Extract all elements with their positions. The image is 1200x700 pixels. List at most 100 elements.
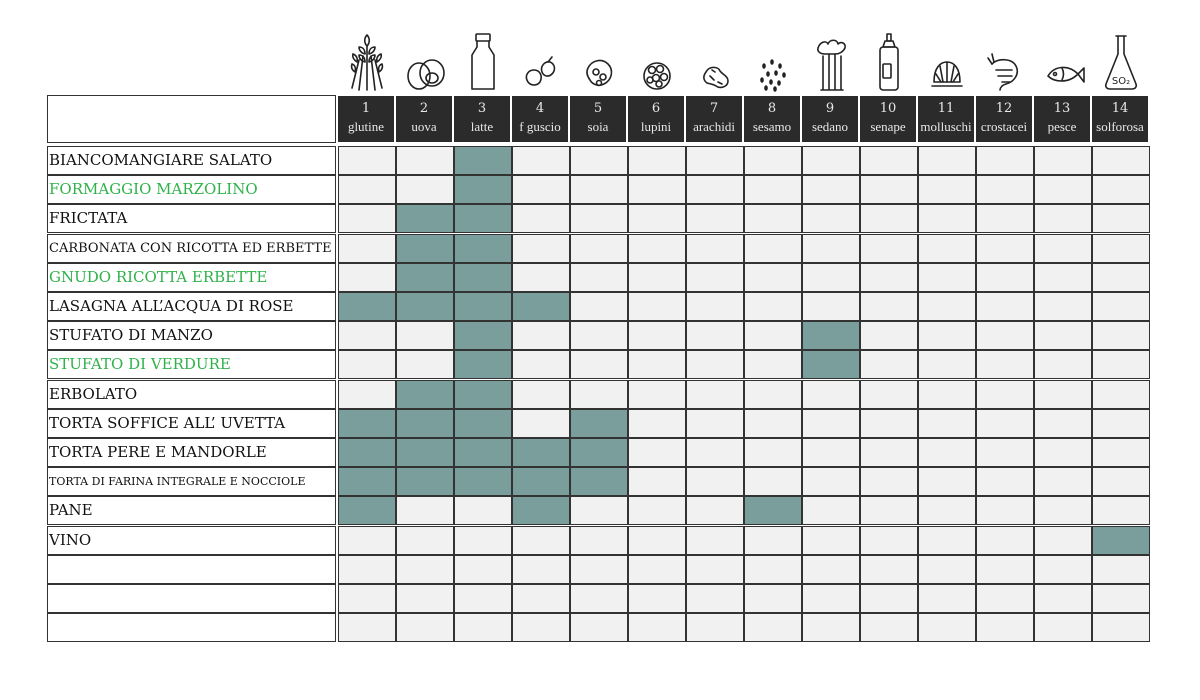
nuts-icon <box>513 18 569 92</box>
allergen-header-4: 4 f guscio <box>512 96 570 142</box>
allergen-empty-cell <box>802 496 860 526</box>
allergen-header-7: 7 arachidi <box>686 96 744 142</box>
dish-name: STUFATO DI MANZO <box>47 321 336 351</box>
allergen-empty-cell <box>860 584 918 613</box>
dish-name: VINO <box>47 525 336 555</box>
allergen-empty-cell <box>744 204 802 234</box>
allergen-empty-cell <box>512 321 570 351</box>
allergen-empty-cell <box>976 233 1034 263</box>
allergen-empty-cell <box>686 613 744 643</box>
allergen-empty-cell <box>976 408 1034 438</box>
dish-name: CARBONATA CON RICOTTA ED ERBETTE <box>47 233 336 263</box>
allergen-empty-cell <box>1034 233 1092 263</box>
allergen-empty-cell <box>1092 379 1150 409</box>
dish-name: FORMAGGIO MARZOLINO <box>47 175 336 205</box>
allergen-empty-cell <box>686 467 744 497</box>
allergen-empty-cell <box>628 379 686 409</box>
allergen-empty-cell <box>686 292 744 321</box>
shrimp-icon <box>977 18 1033 92</box>
allergen-empty-cell <box>918 204 976 234</box>
allergen-empty-cell <box>976 146 1034 175</box>
allergen-empty-cell <box>628 262 686 292</box>
allergen-empty-cell <box>802 438 860 467</box>
allergen-empty-cell <box>1034 204 1092 234</box>
allergen-header-13: 13 pesce <box>1034 96 1092 142</box>
allergen-empty-cell <box>976 438 1034 467</box>
allergen-empty-cell <box>570 379 628 409</box>
allergen-empty-cell <box>976 204 1034 234</box>
allergen-empty-cell <box>1034 584 1092 613</box>
allergen-empty-cell <box>454 554 512 584</box>
allergen-present-cell <box>454 233 512 263</box>
allergen-empty-cell <box>512 233 570 263</box>
allergen-empty-cell <box>744 175 802 205</box>
allergen-empty-cell <box>802 613 860 643</box>
allergen-empty-cell <box>1034 175 1092 205</box>
allergen-empty-cell <box>512 350 570 380</box>
allergen-empty-cell <box>1034 146 1092 175</box>
allergen-empty-cell <box>512 408 570 438</box>
allergen-empty-cell <box>976 350 1034 380</box>
allergen-empty-cell <box>802 262 860 292</box>
allergen-present-cell <box>512 496 570 526</box>
allergen-empty-cell <box>744 379 802 409</box>
allergen-number: 10 <box>879 101 897 116</box>
soy-icon <box>571 18 627 92</box>
allergen-header-8: 8 sesamo <box>744 96 802 142</box>
allergen-empty-cell <box>512 175 570 205</box>
allergen-present-cell <box>744 496 802 526</box>
shell-icon <box>919 18 975 92</box>
allergen-empty-cell <box>628 233 686 263</box>
allergen-empty-cell <box>628 613 686 643</box>
allergen-empty-cell <box>860 262 918 292</box>
lupin-icon <box>629 18 685 92</box>
allergen-present-cell <box>338 408 396 438</box>
allergen-present-cell <box>454 321 512 351</box>
allergen-empty-cell <box>570 554 628 584</box>
allergen-empty-cell <box>802 146 860 175</box>
allergen-name: solforosa <box>1096 120 1144 134</box>
allergen-empty-cell <box>918 146 976 175</box>
allergen-empty-cell <box>1092 262 1150 292</box>
header-blank-cell <box>47 95 336 143</box>
allergen-empty-cell <box>686 408 744 438</box>
allergen-name: lupini <box>640 120 672 134</box>
peanut-icon <box>687 18 743 92</box>
allergen-empty-cell <box>1092 584 1150 613</box>
allergen-name: uova <box>411 120 437 134</box>
allergen-empty-cell <box>512 613 570 643</box>
allergen-empty-cell <box>1092 496 1150 526</box>
allergen-empty-cell <box>976 496 1034 526</box>
allergen-number: 14 <box>1111 101 1129 116</box>
allergen-present-cell <box>338 496 396 526</box>
allergen-number: 7 <box>709 101 719 116</box>
allergen-empty-cell <box>976 554 1034 584</box>
svg-text:SO₂: SO₂ <box>1112 76 1130 87</box>
allergen-number: 12 <box>995 101 1013 116</box>
allergen-empty-cell <box>1092 204 1150 234</box>
allergen-empty-cell <box>686 175 744 205</box>
dish-name: TORTA PERE E MANDORLE <box>47 438 336 467</box>
allergen-name: molluschi <box>920 120 972 134</box>
allergen-empty-cell <box>860 350 918 380</box>
allergen-empty-cell <box>454 525 512 555</box>
allergen-empty-cell <box>570 204 628 234</box>
allergen-present-cell <box>454 262 512 292</box>
allergen-empty-cell <box>1092 613 1150 643</box>
allergen-empty-cell <box>686 233 744 263</box>
dish-name <box>47 554 336 584</box>
allergen-empty-cell <box>686 350 744 380</box>
allergen-empty-cell <box>918 262 976 292</box>
allergen-empty-cell <box>686 146 744 175</box>
allergen-header-12: 12 crostacei <box>976 96 1034 142</box>
allergen-empty-cell <box>686 438 744 467</box>
allergen-number: 5 <box>593 101 603 116</box>
allergen-empty-cell <box>396 584 454 613</box>
allergen-present-cell <box>454 379 512 409</box>
allergen-empty-cell <box>918 467 976 497</box>
allergen-empty-cell <box>1092 554 1150 584</box>
allergen-empty-cell <box>628 438 686 467</box>
allergen-present-cell <box>454 467 512 497</box>
allergen-empty-cell <box>686 496 744 526</box>
allergen-empty-cell <box>454 496 512 526</box>
